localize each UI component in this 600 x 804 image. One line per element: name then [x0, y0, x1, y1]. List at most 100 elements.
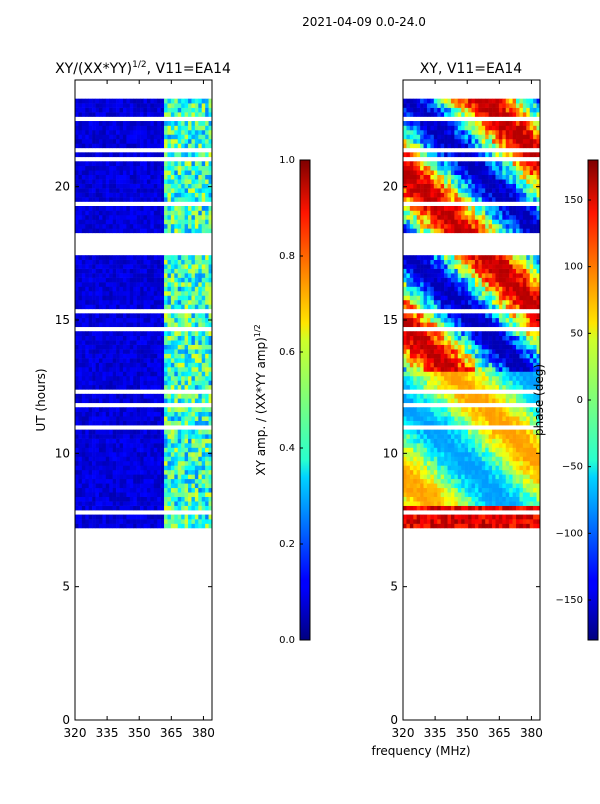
heatmap-cell [85, 506, 89, 511]
heatmap-cell [82, 448, 86, 453]
heatmap-cell [427, 313, 431, 318]
heatmap-cell [181, 434, 185, 439]
heatmap-cell [116, 497, 120, 502]
heatmap-cell [195, 434, 199, 439]
heatmap-cell [147, 354, 151, 359]
heatmap-cell [106, 474, 110, 479]
heatmap-cell [413, 349, 417, 354]
heatmap-cell [191, 479, 195, 484]
heatmap-cell [434, 474, 438, 479]
heatmap-cell [198, 112, 202, 117]
heatmap-cell [126, 501, 130, 506]
heatmap-cell [106, 363, 110, 368]
heatmap-cell [157, 394, 161, 399]
heatmap-cell [167, 112, 171, 117]
heatmap-cell [178, 269, 182, 274]
heatmap-cell [96, 130, 100, 135]
heatmap-cell [167, 416, 171, 421]
heatmap-cell [406, 479, 410, 484]
heatmap-cell [109, 371, 113, 376]
heatmap-cell [417, 358, 421, 363]
heatmap-cell [526, 380, 530, 385]
heatmap-cell [109, 188, 113, 193]
heatmap-cell [195, 492, 199, 497]
heatmap-cell [116, 479, 120, 484]
heatmap-cell [161, 497, 165, 502]
heatmap-cell [137, 488, 141, 493]
heatmap-cell [516, 336, 520, 341]
heatmap-cell [475, 506, 479, 511]
heatmap-cell [492, 479, 496, 484]
heatmap-cell [161, 398, 165, 403]
heatmap-cell [120, 224, 124, 229]
heatmap-cell [430, 354, 434, 359]
heatmap-cell [78, 170, 82, 175]
heatmap-cell [478, 497, 482, 502]
heatmap-cell [403, 492, 407, 497]
heatmap-cell [102, 336, 106, 341]
heatmap-cell [102, 228, 106, 233]
heatmap-cell [130, 322, 134, 327]
heatmap-cell [167, 99, 171, 104]
heatmap-cell [430, 497, 434, 502]
heatmap-cell [475, 488, 479, 493]
heatmap-cell [126, 219, 130, 224]
heatmap-cell [92, 184, 96, 189]
heatmap-cell [164, 179, 168, 184]
heatmap-cell [137, 336, 141, 341]
heatmap-cell [120, 416, 124, 421]
heatmap-cell [113, 519, 117, 524]
heatmap-cell [499, 318, 503, 323]
heatmap-cell [116, 448, 120, 453]
heatmap-cell [502, 434, 506, 439]
heatmap-cell [92, 345, 96, 350]
heatmap-cell [157, 407, 161, 412]
heatmap-cell [468, 501, 472, 506]
heatmap-cell [523, 380, 527, 385]
heatmap-cell [178, 170, 182, 175]
heatmap-cell [137, 524, 141, 529]
heatmap-cell [106, 121, 110, 126]
heatmap-cell [92, 108, 96, 113]
heatmap-cell [437, 501, 441, 506]
heatmap-cell [403, 336, 407, 341]
heatmap-cell [137, 188, 141, 193]
heatmap-cell [502, 322, 506, 327]
heatmap-cell [161, 394, 165, 399]
heatmap-cell [430, 443, 434, 448]
heatmap-cell [78, 143, 82, 148]
heatmap-cell [113, 260, 117, 265]
heatmap-cell [506, 336, 510, 341]
heatmap-cell [202, 273, 206, 278]
heatmap-cell [181, 197, 185, 202]
heatmap-cell [82, 483, 86, 488]
heatmap-cell [171, 385, 175, 390]
heatmap-cell [109, 398, 113, 403]
heatmap-cell [157, 224, 161, 229]
heatmap-cell [523, 331, 527, 336]
heatmap-cell [195, 336, 199, 341]
heatmap-cell [185, 313, 189, 318]
heatmap-cell [191, 278, 195, 283]
heatmap-cell [161, 166, 165, 171]
heatmap-cell [492, 474, 496, 479]
heatmap-cell [468, 354, 472, 359]
heatmap-cell [109, 139, 113, 144]
heatmap-cell [475, 501, 479, 506]
heatmap-cell [89, 515, 93, 520]
heatmap-cell [195, 130, 199, 135]
heatmap-cell [154, 501, 158, 506]
heatmap-cell [109, 461, 113, 466]
heatmap-cell [205, 188, 209, 193]
heatmap-cell [167, 188, 171, 193]
heatmap-cell [472, 358, 476, 363]
heatmap-cell [161, 456, 165, 461]
heatmap-cell [130, 264, 134, 269]
heatmap-cell [202, 300, 206, 305]
heatmap-cell [420, 452, 424, 457]
heatmap-cell [533, 439, 537, 444]
heatmap-cell [202, 363, 206, 368]
right-heatmap [403, 99, 540, 529]
heatmap-cell [82, 421, 86, 426]
heatmap-cell [120, 367, 124, 372]
